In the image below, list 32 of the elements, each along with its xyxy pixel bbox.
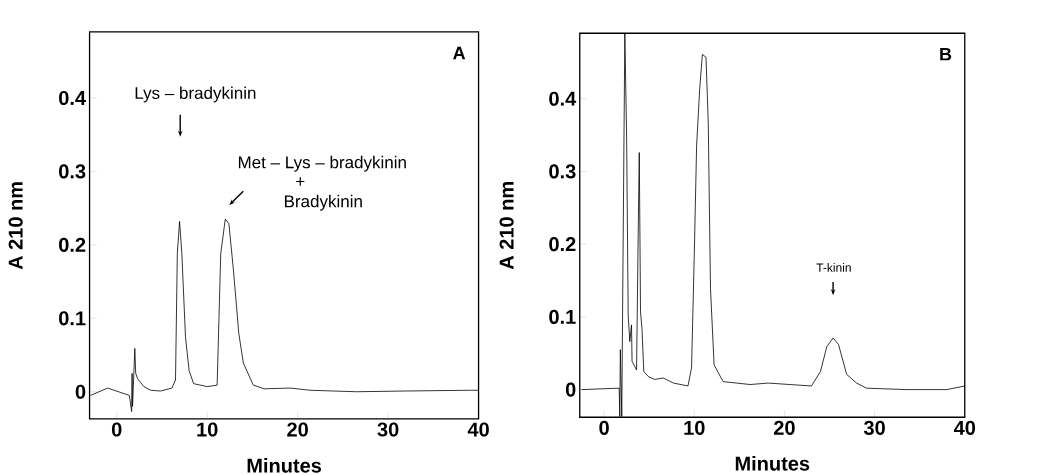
y-tick-label: 0.1 — [549, 309, 576, 324]
x-tick-label: 10 — [684, 420, 705, 435]
x-axis-title: Minutes — [247, 458, 322, 473]
y-tick-label: 0 — [75, 384, 86, 399]
y-tick-label: 0.4 — [549, 91, 577, 106]
text: B — [940, 47, 952, 61]
x-tick-label: 30 — [863, 420, 885, 435]
y-axis-title: A 210 nm — [499, 182, 514, 270]
y-tick-label: 0.3 — [59, 164, 86, 179]
y-tick-label: 0.3 — [549, 164, 576, 179]
line-series — [581, 33, 965, 417]
x-tick-label: 40 — [953, 420, 976, 435]
annotation: Bradykinin — [284, 194, 362, 211]
y-axis-title: A 210 nm — [8, 182, 23, 270]
x-tick-label: 20 — [774, 420, 795, 435]
x-axis-title: Minutes — [735, 455, 810, 471]
x-tick-label: 40 — [467, 422, 489, 437]
annotation: Lys – bradykinin — [135, 86, 256, 103]
text: A — [453, 46, 466, 60]
annotation: + — [296, 177, 305, 186]
y-tick-label: 0.2 — [549, 237, 576, 252]
x-tick-label: 10 — [197, 422, 218, 437]
y-tick-label: 0.4 — [59, 90, 86, 106]
x-tick-label: 0 — [599, 420, 609, 435]
annotation: T-kinin — [816, 263, 851, 272]
y-tick-label: 0.1 — [59, 311, 86, 326]
x-tick-label: 0 — [111, 422, 122, 437]
x-tick-label: 20 — [287, 422, 308, 437]
x-tick-label: 30 — [377, 422, 399, 437]
y-tick-label: 0.2 — [59, 237, 86, 252]
y-tick-label: 0 — [565, 382, 576, 397]
annotation: Met – Lys – bradykinin — [238, 155, 406, 172]
